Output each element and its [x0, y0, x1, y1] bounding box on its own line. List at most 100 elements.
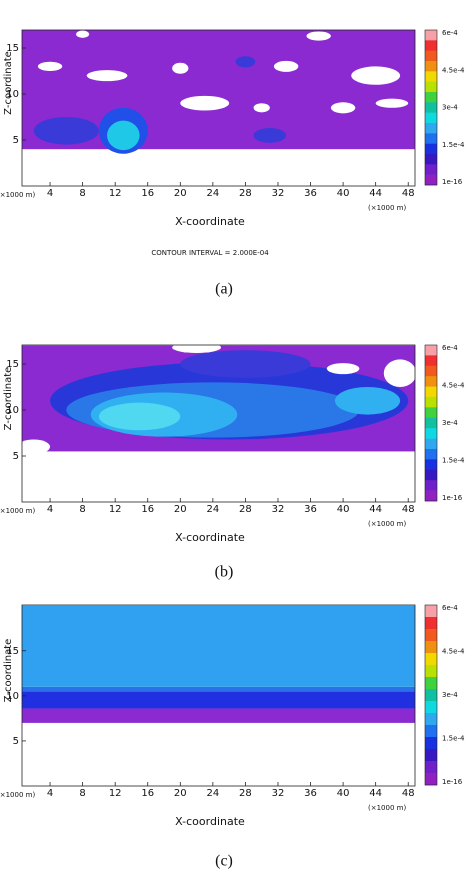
field-blob — [375, 98, 409, 108]
colorbar-segment — [425, 123, 437, 134]
colorbar-label: 3e-4 — [442, 104, 458, 112]
field-blob — [253, 128, 287, 143]
colorbar-segment — [425, 677, 437, 690]
colorbar-segment — [425, 154, 437, 165]
x-tick-label: 40 — [337, 504, 350, 515]
plot-frame — [21, 344, 416, 503]
field-blob — [351, 66, 401, 85]
colorbar-segment — [425, 428, 437, 439]
colorbar-label: 1e-16 — [442, 778, 463, 786]
field-blob — [86, 70, 128, 82]
x-tick-label: 20 — [174, 504, 187, 515]
colorbar-segment — [425, 345, 437, 356]
x-tick-label: 48 — [402, 504, 415, 515]
colorbar-segment — [425, 761, 437, 774]
x-tick-label: 16 — [141, 188, 154, 199]
x-tick-label: 16 — [141, 504, 154, 515]
colorbar-segment — [425, 30, 437, 41]
x-unit: (×1000 m) — [368, 204, 406, 212]
colorbar-segment — [425, 480, 437, 491]
colorbar-segment — [425, 641, 437, 654]
x-tick-label: 36 — [304, 188, 317, 199]
field-blob — [107, 120, 140, 151]
field-band — [22, 708, 415, 723]
x-tick-label: 44 — [369, 788, 382, 799]
field — [22, 605, 415, 723]
x-tick-label: 4 — [47, 788, 53, 799]
x-tick-label: 28 — [239, 188, 252, 199]
field-blob — [22, 439, 51, 455]
colorbar-segment — [425, 725, 437, 738]
colorbar-segment — [425, 469, 437, 481]
field-blob — [326, 363, 360, 375]
field-band — [22, 686, 415, 692]
colorbar-segment — [425, 81, 437, 93]
x-axis-label: X-coordinate — [175, 215, 245, 228]
colorbar-label: 6e-4 — [442, 604, 458, 612]
field-blob — [37, 61, 63, 71]
x-tick-label: 4 — [47, 188, 53, 199]
y-axis-label: Z-coordinate — [3, 51, 14, 115]
field — [22, 30, 415, 154]
field-band — [22, 691, 415, 709]
field-band — [22, 605, 415, 687]
y-tick-label: 5 — [13, 451, 19, 462]
colorbar-label: 4.5e-4 — [442, 66, 465, 74]
colorbar-frame — [424, 29, 438, 186]
x-axis-label: X-coordinate — [175, 815, 245, 828]
x-tick-label: 12 — [109, 504, 122, 515]
y-tick-label: 15 — [6, 359, 19, 370]
colorbar-label: 1e-16 — [442, 178, 463, 186]
field-blob — [253, 103, 270, 113]
caption: (b) — [215, 564, 234, 581]
x-tick-label: 24 — [206, 504, 219, 515]
x-tick-label: 32 — [272, 504, 285, 515]
x-tick-label: 24 — [206, 188, 219, 199]
colorbar-label: 4.5e-4 — [442, 382, 465, 390]
colorbar-segment — [425, 665, 437, 678]
colorbar-label: 1.5e-4 — [442, 141, 465, 149]
x-tick-label: 8 — [79, 188, 85, 199]
x-tick-label: 20 — [174, 188, 187, 199]
y-tick-label: 10 — [6, 405, 19, 416]
colorbar-segment — [425, 133, 437, 144]
colorbar-label: 1.5e-4 — [442, 735, 465, 743]
x-tick-label: 36 — [304, 504, 317, 515]
x-tick-label: 44 — [369, 188, 382, 199]
colorbar-label: 6e-4 — [442, 29, 458, 37]
colorbar-segment — [425, 689, 437, 702]
y-tick-label: 10 — [6, 691, 19, 702]
x-tick-label: 40 — [337, 788, 350, 799]
x-tick-label: 4 — [47, 504, 53, 515]
colorbar-segment — [425, 355, 437, 367]
colorbar-segment — [425, 605, 437, 618]
y-tick-label: 10 — [6, 89, 19, 100]
colorbar-segment — [425, 50, 437, 62]
field-blob — [172, 62, 189, 74]
field-blob — [98, 402, 181, 431]
x-tick-label: 40 — [337, 188, 350, 199]
field-blob — [383, 359, 415, 387]
field-blob — [330, 102, 356, 114]
x-tick-label: 32 — [272, 788, 285, 799]
x-tick-label: 36 — [304, 788, 317, 799]
x-tick-label: 12 — [109, 188, 122, 199]
field-blob — [172, 345, 221, 353]
colorbar-segment — [425, 61, 437, 72]
colorbar-segment — [425, 365, 437, 377]
colorbar-segment — [425, 397, 437, 408]
colorbar-segment — [425, 407, 437, 419]
x-axis-label: X-coordinate — [175, 531, 245, 544]
colorbar-segment — [425, 143, 437, 155]
colorbar-segment — [425, 164, 437, 175]
colorbar-segment — [425, 653, 437, 666]
x-unit: (×1000 m) — [0, 791, 35, 799]
field-blob — [306, 31, 331, 41]
colorbar-label: 1.5e-4 — [442, 457, 465, 465]
field — [22, 345, 415, 455]
x-tick-label: 8 — [79, 504, 85, 515]
colorbar-segment — [425, 174, 437, 186]
colorbar-segment — [425, 773, 437, 786]
colorbar-frame — [424, 604, 438, 786]
